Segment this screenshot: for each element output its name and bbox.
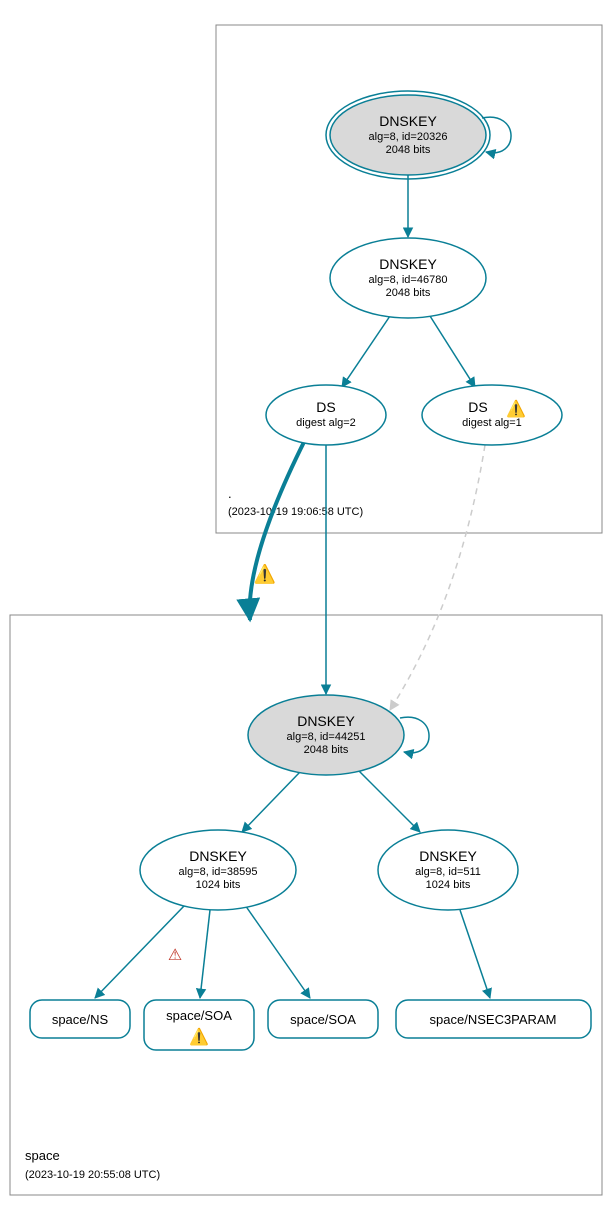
node-dnskey-space-2: DNSKEY alg=8, id=38595 1024 bits [140, 830, 296, 910]
svg-text:2048 bits: 2048 bits [386, 287, 431, 299]
warning-icon: ⚠️ [254, 563, 276, 584]
svg-text:2048 bits: 2048 bits [386, 144, 431, 156]
warning-icon-red: ⚠ [168, 947, 182, 964]
svg-text:DNSKEY: DNSKEY [297, 713, 355, 729]
zone-root-timestamp: (2023-10-19 19:06:58 UTC) [228, 506, 363, 518]
node-dnskey-root-1: DNSKEY alg=8, id=20326 2048 bits [326, 91, 511, 179]
svg-text:DS: DS [468, 399, 487, 415]
svg-text:digest alg=2: digest alg=2 [296, 417, 356, 429]
edge [342, 316, 390, 387]
svg-text:alg=8, id=46780: alg=8, id=46780 [369, 274, 448, 286]
zone-root-label: . [228, 486, 232, 501]
svg-text:DNSKEY: DNSKEY [379, 113, 437, 129]
svg-text:digest alg=1: digest alg=1 [462, 417, 522, 429]
dnssec-diagram: . (2023-10-19 19:06:58 UTC) space (2023-… [0, 0, 612, 1213]
node-ds-left: DS digest alg=2 [266, 385, 386, 445]
svg-text:⚠️: ⚠️ [189, 1027, 209, 1046]
node-rr-soa-warn: space/SOA ⚠️ [144, 1000, 254, 1050]
zone-space-label: space [25, 1148, 60, 1163]
svg-text:DNSKEY: DNSKEY [379, 256, 437, 272]
svg-text:alg=8, id=44251: alg=8, id=44251 [287, 731, 366, 743]
node-rr-ns: space/NS [30, 1000, 130, 1038]
svg-text:DS: DS [316, 399, 335, 415]
svg-text:space/SOA: space/SOA [166, 1008, 232, 1023]
edge-dashed [390, 445, 485, 710]
svg-text:2048 bits: 2048 bits [304, 744, 349, 756]
svg-text:space/SOA: space/SOA [290, 1012, 356, 1027]
svg-text:alg=8, id=20326: alg=8, id=20326 [369, 131, 448, 143]
svg-text:space/NSEC3PARAM: space/NSEC3PARAM [430, 1012, 557, 1027]
zone-space-timestamp: (2023-10-19 20:55:08 UTC) [25, 1169, 160, 1181]
svg-text:⚠️: ⚠️ [506, 399, 526, 418]
edge [358, 770, 420, 832]
edge [242, 772, 300, 832]
svg-text:1024 bits: 1024 bits [196, 879, 241, 891]
svg-text:space/NS: space/NS [52, 1012, 109, 1027]
svg-text:1024 bits: 1024 bits [426, 879, 471, 891]
node-dnskey-space-3: DNSKEY alg=8, id=511 1024 bits [378, 830, 518, 910]
node-rr-soa: space/SOA [268, 1000, 378, 1038]
edge [430, 316, 475, 387]
node-dnskey-root-2: DNSKEY alg=8, id=46780 2048 bits [330, 238, 486, 318]
svg-text:DNSKEY: DNSKEY [419, 848, 477, 864]
edge [460, 910, 490, 998]
edge [245, 905, 310, 998]
node-dnskey-space-1: DNSKEY alg=8, id=44251 2048 bits [248, 695, 429, 775]
svg-text:alg=8, id=511: alg=8, id=511 [415, 866, 481, 878]
node-ds-right: DS ⚠️ digest alg=1 [422, 385, 562, 445]
node-rr-nsec3: space/NSEC3PARAM [396, 1000, 591, 1038]
svg-text:DNSKEY: DNSKEY [189, 848, 247, 864]
svg-text:alg=8, id=38595: alg=8, id=38595 [179, 866, 258, 878]
edge-thick [250, 440, 305, 620]
edge [200, 910, 210, 998]
